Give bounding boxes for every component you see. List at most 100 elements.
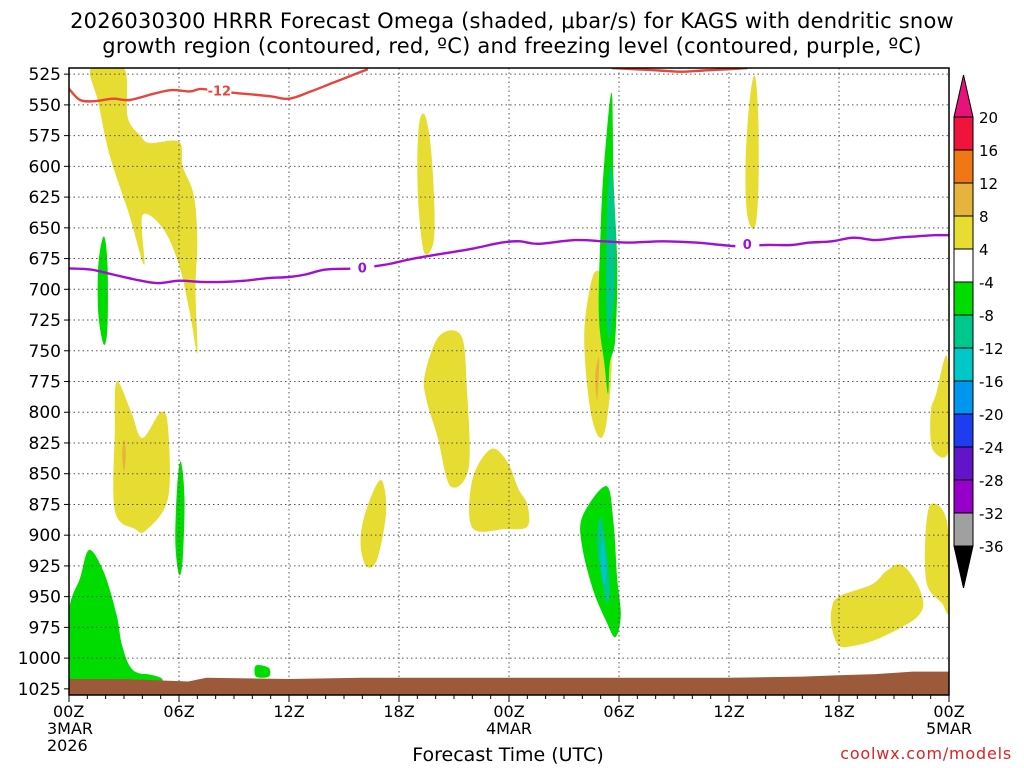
x-tick-label-48-1: 5MAR <box>926 719 972 738</box>
y-tick-label-775: 775 <box>29 373 61 393</box>
y-tick-label-850: 850 <box>29 465 61 485</box>
omega-region-5 <box>360 479 387 568</box>
gridlines <box>69 68 949 695</box>
colorbar-band-8 <box>953 380 974 415</box>
colorbar-label-4: 4 <box>979 241 989 259</box>
colorbar-band-0 <box>953 116 974 151</box>
chart-title-line2: growth region (contoured, red, ºC) and f… <box>102 34 922 58</box>
colorbar-band-11 <box>953 479 974 514</box>
x-tick-label-36-0: 12Z <box>713 702 744 721</box>
x-tick-label-24-0: 00Z <box>493 702 524 721</box>
omega-region-0 <box>89 68 198 354</box>
y-tick-label-725: 725 <box>29 311 61 331</box>
colorbar-label-1: 16 <box>979 142 998 160</box>
omega-region-22 <box>600 541 607 585</box>
x-tick-label-0-0: 00Z <box>53 702 84 721</box>
temperature-contours: -12 0 0 <box>69 68 949 285</box>
colorbar-band-7 <box>953 347 974 382</box>
colorbar-band-3 <box>953 215 974 250</box>
terrain-surface <box>69 671 949 695</box>
colorbar-label-8: -16 <box>979 373 1004 391</box>
contour-line-0 <box>69 68 369 103</box>
colorbar-label-9: -20 <box>979 406 1004 424</box>
y-tick-label-600: 600 <box>29 157 61 177</box>
colorbar-label-0: 20 <box>979 109 998 127</box>
terrain-fill <box>69 671 949 695</box>
colorbar-bottom-arrow <box>953 545 974 589</box>
x-tick-label-30-0: 06Z <box>603 702 634 721</box>
y-tick-label-750: 750 <box>29 342 61 362</box>
colorbar-band-5 <box>953 281 974 316</box>
contour-line-2 <box>69 233 949 285</box>
colorbar-band-12 <box>953 512 974 547</box>
omega-shading <box>69 68 949 691</box>
colorbar-band-10 <box>953 446 974 481</box>
colorbar-label-13: -36 <box>979 538 1004 556</box>
contour-label-0: -12 <box>208 84 232 99</box>
colorbar-label-11: -28 <box>979 472 1004 490</box>
y-tick-label-825: 825 <box>29 434 61 454</box>
contour-label-1: 0 <box>358 261 367 276</box>
y-tick-label-525: 525 <box>29 65 61 85</box>
y-tick-label-800: 800 <box>29 403 61 423</box>
x-tick-label-42-0: 18Z <box>823 702 854 721</box>
colorbar-band-6 <box>953 314 974 349</box>
omega-region-13 <box>97 236 108 345</box>
omega-region-6 <box>469 448 530 532</box>
colorbar-top-arrow <box>953 74 974 118</box>
y-tick-label-925: 925 <box>29 557 61 577</box>
y-tick-label-700: 700 <box>29 280 61 300</box>
omega-region-1 <box>417 113 435 255</box>
colorbar: 20 16 12 8 4 -4 -8 -12 -16 -20 -24 -28 -32 -36 <box>953 74 1004 589</box>
omega-region-2 <box>745 75 759 230</box>
x-tick-label-0-2: 2026 <box>47 736 88 755</box>
y-tick-label-650: 650 <box>29 219 61 239</box>
y-tick-label-1000: 1000 <box>18 649 61 669</box>
site-credit: coolwx.com/models <box>840 744 1012 763</box>
x-tick-label-12-0: 12Z <box>273 702 304 721</box>
x-axis-label: Forecast Time (UTC) <box>412 744 604 766</box>
y-tick-label-950: 950 <box>29 588 61 608</box>
contour-label-bg-2 <box>735 237 760 252</box>
omega-region-8 <box>930 355 949 458</box>
x-tick-label-18-0: 18Z <box>383 702 414 721</box>
y-tick-label-675: 675 <box>29 250 61 270</box>
y-tick-label-900: 900 <box>29 526 61 546</box>
omega-region-15 <box>69 549 161 691</box>
omega-region-14 <box>175 461 185 576</box>
colorbar-band-4 <box>953 248 974 283</box>
y-tick-label-1025: 1025 <box>18 680 61 700</box>
y-tick-label-975: 975 <box>29 618 61 638</box>
y-axis: 525 550 575 600 625 650 675 700 725 750 775 800 825 8… <box>18 65 69 700</box>
colorbar-band-1 <box>953 149 974 184</box>
contour-label-bg-0 <box>207 83 232 98</box>
x-tick-label-24-1: 4MAR <box>486 719 532 738</box>
colorbar-label-10: -24 <box>979 439 1004 457</box>
contour-line-1 <box>611 68 748 73</box>
x-tick-label-48-0: 00Z <box>933 702 964 721</box>
x-tick-label-0-1: 3MAR <box>47 719 93 738</box>
omega-region-3 <box>113 381 170 534</box>
colorbar-label-12: -32 <box>979 505 1004 523</box>
y-tick-label-550: 550 <box>29 96 61 116</box>
x-tick-label-6-0: 06Z <box>163 702 194 721</box>
y-tick-label-875: 875 <box>29 495 61 515</box>
colorbar-band-2 <box>953 182 974 217</box>
contour-label-bg-1 <box>350 260 375 275</box>
colorbar-label-6: -8 <box>979 307 994 325</box>
contour-label-2: 0 <box>743 238 752 253</box>
y-tick-label-575: 575 <box>29 127 61 147</box>
omega-region-11 <box>122 439 126 472</box>
colorbar-band-9 <box>953 413 974 448</box>
colorbar-label-3: 8 <box>979 208 989 226</box>
colorbar-label-2: 12 <box>979 175 998 193</box>
y-tick-label-625: 625 <box>29 188 61 208</box>
colorbar-label-7: -12 <box>979 340 1004 358</box>
omega-region-20 <box>606 166 616 339</box>
colorbar-label-5: -4 <box>979 274 994 292</box>
omega-region-10 <box>830 564 924 648</box>
omega-region-12 <box>595 356 600 400</box>
omega-region-4 <box>423 330 470 488</box>
